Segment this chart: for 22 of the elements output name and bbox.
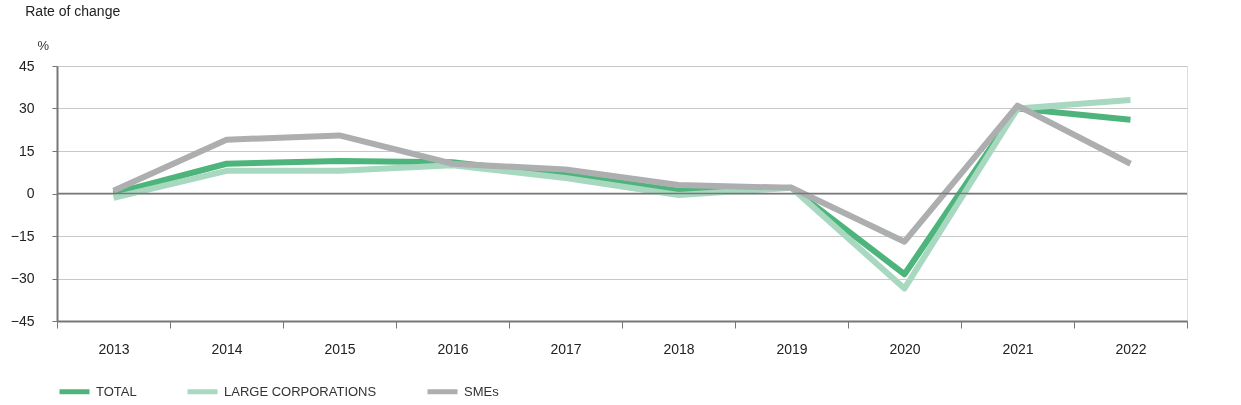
y-axis-title: % bbox=[37, 37, 50, 53]
x-tick-label: 2018 bbox=[663, 340, 695, 357]
x-tick-label: 2020 bbox=[889, 340, 921, 357]
y-tick-label: 30 bbox=[18, 100, 35, 116]
y-tick-label: 15 bbox=[18, 142, 35, 159]
x-tick-label: 2017 bbox=[550, 340, 582, 357]
x-tick-label: 2021 bbox=[1002, 340, 1034, 357]
x-tick-label: 2015 bbox=[324, 340, 356, 357]
x-tick-label: 2013 bbox=[98, 340, 130, 357]
legend-label: TOTAL bbox=[96, 383, 137, 399]
y-tick-label: −45 bbox=[10, 312, 35, 329]
legend-label: SMEs bbox=[464, 383, 500, 399]
y-tick-label: −30 bbox=[10, 270, 35, 286]
x-tick-label: 2019 bbox=[776, 340, 808, 357]
chart-title: Rate of change bbox=[25, 3, 121, 19]
x-tick-label: 2022 bbox=[1115, 340, 1147, 357]
x-tick-label: 2014 bbox=[211, 340, 243, 357]
legend-label: LARGE CORPORATIONS bbox=[224, 383, 377, 399]
x-tick-label: 2016 bbox=[437, 340, 469, 357]
y-tick-label: 45 bbox=[18, 57, 35, 74]
y-tick-label: 0 bbox=[26, 185, 35, 201]
y-tick-label: −15 bbox=[10, 227, 35, 244]
